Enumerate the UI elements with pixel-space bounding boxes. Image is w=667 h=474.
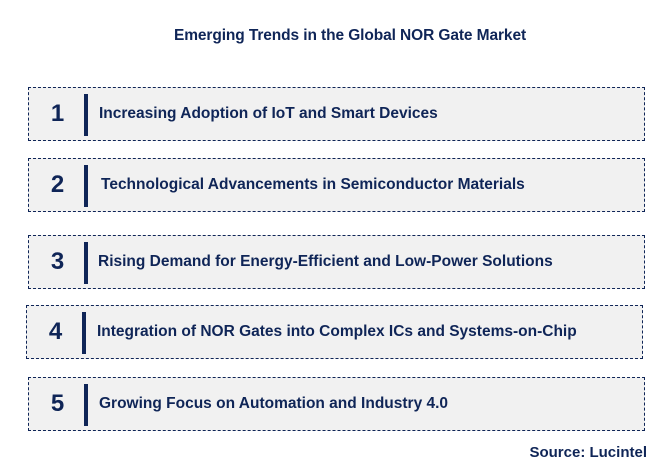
trend-label: Technological Advancements in Semiconduc… — [101, 176, 525, 193]
trend-number: 5 — [50, 390, 65, 417]
trend-item-1: 1 Increasing Adoption of IoT and Smart D… — [28, 87, 645, 141]
page-title: Emerging Trends in the Global NOR Gate M… — [173, 27, 527, 44]
trend-number: 4 — [48, 318, 63, 345]
trend-label: Rising Demand for Energy-Efficient and L… — [98, 253, 553, 270]
trend-item-2: 2 Technological Advancements in Semicond… — [28, 158, 645, 212]
source-credit: Source: Lucintel — [529, 444, 647, 461]
trend-item-4: 4 Integration of NOR Gates into Complex … — [26, 305, 643, 359]
divider-bar — [82, 312, 86, 354]
divider-bar — [84, 94, 88, 136]
divider-bar — [84, 384, 88, 426]
trend-number: 1 — [50, 100, 65, 127]
trend-number: 3 — [50, 248, 65, 275]
trend-number: 2 — [50, 171, 65, 198]
trend-item-3: 3 Rising Demand for Energy-Efficient and… — [28, 235, 645, 289]
trend-label: Growing Focus on Automation and Industry… — [99, 395, 449, 412]
trend-label: Integration of NOR Gates into Complex IC… — [97, 323, 577, 340]
divider-bar — [84, 242, 88, 284]
trend-item-5: 5 Growing Focus on Automation and Indust… — [28, 377, 645, 431]
trend-label: Increasing Adoption of IoT and Smart Dev… — [99, 105, 438, 122]
divider-bar — [84, 165, 88, 207]
